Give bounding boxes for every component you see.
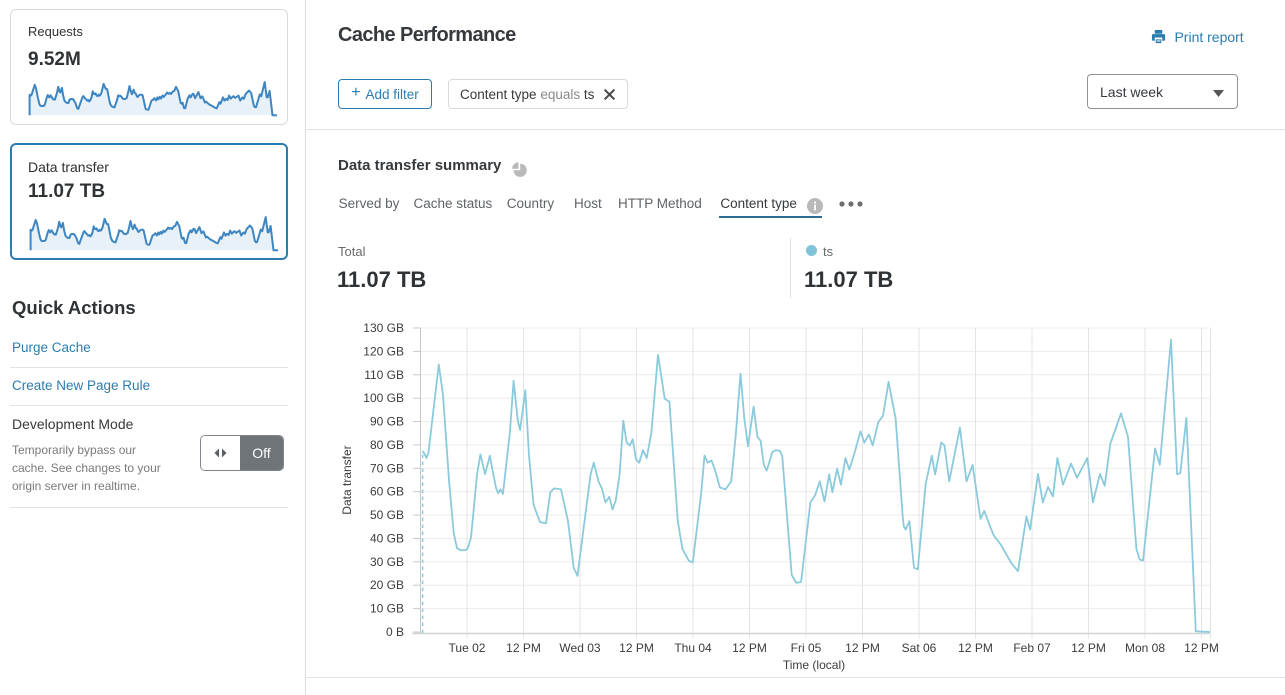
svg-text:12 PM: 12 PM <box>506 641 541 655</box>
svg-text:70 GB: 70 GB <box>370 461 404 475</box>
svg-text:12 PM: 12 PM <box>845 641 880 655</box>
svg-text:12 PM: 12 PM <box>958 641 993 655</box>
svg-text:80 GB: 80 GB <box>370 438 404 452</box>
svg-text:110 GB: 110 GB <box>364 368 404 382</box>
svg-text:12 PM: 12 PM <box>619 641 654 655</box>
svg-text:Fri 05: Fri 05 <box>791 641 822 655</box>
svg-text:12 PM: 12 PM <box>1071 641 1106 655</box>
svg-text:Time (local): Time (local) <box>783 658 845 672</box>
svg-text:Mon 08: Mon 08 <box>1125 641 1165 655</box>
svg-text:30 GB: 30 GB <box>370 555 404 569</box>
svg-text:90 GB: 90 GB <box>370 415 404 429</box>
svg-text:100 GB: 100 GB <box>363 391 404 405</box>
svg-text:12 PM: 12 PM <box>732 641 767 655</box>
svg-text:130 GB: 130 GB <box>363 321 404 335</box>
svg-text:20 GB: 20 GB <box>370 578 404 592</box>
svg-text:60 GB: 60 GB <box>370 485 404 499</box>
svg-text:12 PM: 12 PM <box>1184 641 1219 655</box>
svg-text:Wed 03: Wed 03 <box>559 641 600 655</box>
svg-text:40 GB: 40 GB <box>370 532 404 546</box>
svg-text:Sat 06: Sat 06 <box>902 641 937 655</box>
svg-text:10 GB: 10 GB <box>370 602 404 616</box>
svg-text:Data transfer: Data transfer <box>340 445 354 514</box>
svg-text:Thu 04: Thu 04 <box>674 641 712 655</box>
svg-text:50 GB: 50 GB <box>370 508 404 522</box>
svg-text:120 GB: 120 GB <box>363 344 404 358</box>
svg-text:Tue 02: Tue 02 <box>449 641 486 655</box>
svg-text:Feb 07: Feb 07 <box>1013 641 1051 655</box>
svg-text:0 B: 0 B <box>386 625 404 639</box>
